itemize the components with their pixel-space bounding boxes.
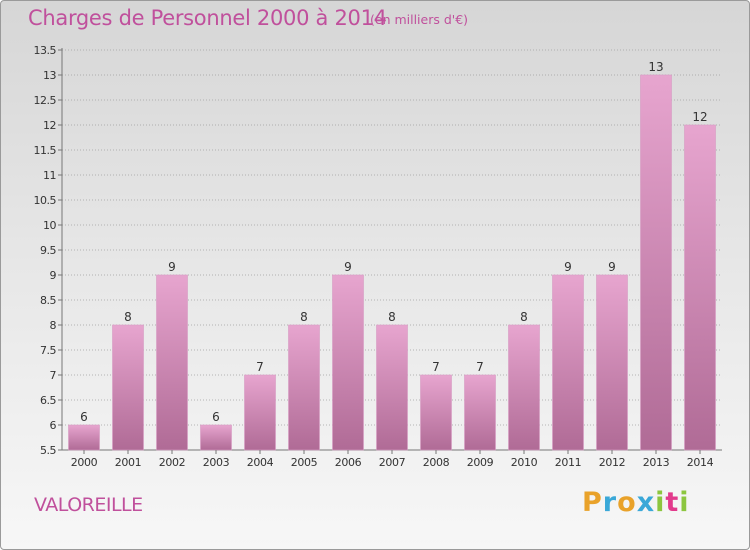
x-tick-label: 2004 [247, 456, 274, 469]
bar [420, 374, 452, 451]
y-tick-label: 12 [43, 119, 56, 132]
logo-letter: x [636, 487, 656, 518]
data-label: 13 [648, 60, 663, 74]
data-label: 9 [564, 260, 572, 274]
y-tick-label: 9.5 [40, 244, 56, 257]
y-tick-label: 12.5 [34, 94, 57, 107]
data-label: 9 [344, 260, 352, 274]
data-label: 8 [388, 310, 396, 324]
y-tick-label: 8 [50, 319, 57, 332]
y-tick-label: 11.5 [34, 144, 57, 157]
y-tick-label: 10 [43, 219, 56, 232]
chart-subtitle: (en milliers d'€) [370, 12, 469, 27]
data-label: 8 [124, 310, 132, 324]
data-label: 6 [212, 410, 220, 424]
x-axis: 2000 2001 2002 2003 2004 2005 2006 2007 2008 2009… [71, 450, 714, 469]
x-tick-label: 2009 [467, 456, 494, 469]
x-tick-label: 2008 [423, 456, 450, 469]
logo-letter: i [655, 487, 666, 518]
y-tick-label: 9 [50, 269, 57, 282]
bar [200, 424, 232, 451]
data-label: 8 [520, 310, 528, 324]
x-tick-label: 2007 [379, 456, 406, 469]
x-tick-label: 2006 [335, 456, 362, 469]
data-label: 7 [476, 360, 484, 374]
bar [464, 374, 496, 451]
y-tick-label: 8.5 [40, 294, 56, 307]
data-label: 6 [80, 410, 88, 424]
x-tick-label: 2012 [599, 456, 625, 469]
bar [684, 124, 716, 451]
y-tick-label: 6 [50, 419, 57, 432]
y-tick-label: 13 [43, 69, 56, 82]
y-tick-label: 7 [50, 369, 57, 382]
y-tick-label: 5.5 [40, 444, 56, 457]
data-label: 12 [692, 110, 707, 124]
logo-letter: r [602, 487, 618, 518]
commune-name: VALOREILLE [34, 494, 143, 516]
logo-letter: i [679, 487, 690, 518]
data-label: 9 [608, 260, 616, 274]
logo-letter: P [582, 487, 603, 518]
bar [596, 274, 628, 451]
bar [552, 274, 584, 451]
x-tick-label: 2002 [159, 456, 185, 469]
logo-letter: o [617, 487, 637, 518]
x-tick-label: 2011 [555, 456, 581, 469]
bar [508, 324, 540, 451]
x-tick-label: 2001 [115, 456, 141, 469]
y-tick-label: 11 [43, 169, 56, 182]
bar [332, 274, 364, 451]
bar [156, 274, 188, 451]
y-tick-label: 7.5 [40, 344, 56, 357]
x-tick-label: 2005 [291, 456, 318, 469]
data-label: 9 [168, 260, 176, 274]
y-tick-label: 13.5 [34, 44, 57, 57]
bar [244, 374, 276, 451]
y-tick-label: 10.5 [34, 194, 57, 207]
data-label: 7 [432, 360, 440, 374]
bar [640, 74, 672, 451]
data-label: 8 [300, 310, 308, 324]
bar [288, 324, 320, 451]
logo-letter: t [665, 487, 680, 518]
chart-title: Charges de Personnel 2000 à 2014 [28, 6, 387, 30]
x-tick-label: 2000 [71, 456, 98, 469]
x-tick-label: 2010 [511, 456, 538, 469]
bar [376, 324, 408, 451]
x-tick-label: 2014 [687, 456, 714, 469]
bar [68, 424, 100, 451]
y-tick-label: 6.5 [40, 394, 56, 407]
data-label: 7 [256, 360, 264, 374]
x-tick-label: 2013 [643, 456, 670, 469]
x-tick-label: 2003 [203, 456, 230, 469]
bars: 6 8 9 6 7 8 9 8 7 7 8 9 9 13 12 [68, 60, 716, 451]
proxiti-logo[interactable]: Proxiti [582, 487, 690, 518]
bar [112, 324, 144, 451]
